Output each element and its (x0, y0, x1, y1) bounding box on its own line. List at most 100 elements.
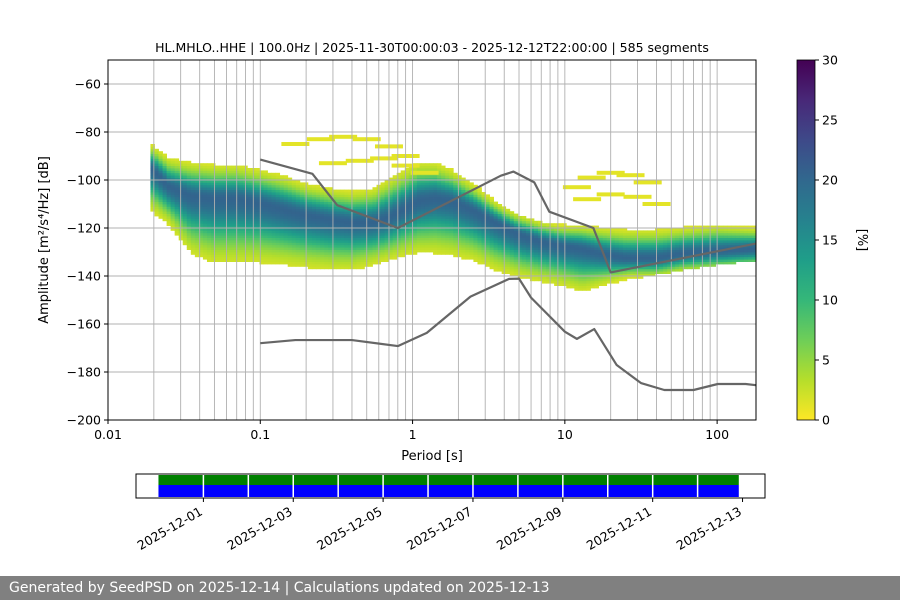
psd-cell (223, 254, 228, 258)
psd-cell (416, 199, 422, 202)
psd-cell (372, 256, 377, 260)
availability-tick-label: 2025-12-05 (314, 504, 384, 553)
psd-cell (247, 189, 252, 193)
psd-cell (538, 240, 543, 243)
psd-cell (570, 261, 575, 265)
psd-cell (299, 187, 305, 190)
psd-cell (505, 247, 511, 250)
psd-cell (529, 264, 535, 267)
psd-cell (445, 172, 450, 176)
psd-cell (166, 216, 172, 219)
psd-cell (578, 235, 583, 238)
psd-cell (299, 204, 305, 207)
psd-cell (190, 199, 196, 202)
psd-cell (683, 254, 688, 258)
psd-cell (711, 235, 717, 238)
psd-cell (586, 276, 591, 279)
psd-cell (340, 266, 345, 270)
psd-cell (388, 228, 394, 231)
psd-cell (396, 242, 402, 246)
psd-cell (614, 256, 620, 260)
psd-cell (675, 232, 680, 236)
psd-cell (437, 196, 442, 200)
psd-cell (295, 194, 301, 198)
psd-cell (453, 184, 458, 188)
psd-cell (469, 244, 474, 248)
psd-cell (404, 189, 410, 193)
psd-cell (614, 228, 620, 231)
psd-cell (307, 204, 313, 207)
psd-cell (206, 249, 212, 253)
psd-cell (594, 225, 599, 229)
psd-cell (263, 208, 268, 212)
psd-cell (198, 247, 204, 250)
psd-cell (412, 196, 418, 200)
psd-cell (283, 232, 289, 236)
psd-cell (279, 216, 285, 219)
psd-cell (433, 180, 438, 183)
psd-cell (493, 216, 499, 219)
psd-cell (275, 244, 281, 248)
psd-cell (311, 201, 317, 205)
psd-cell (275, 252, 281, 255)
psd-cell (550, 278, 555, 282)
psd-cell (521, 242, 527, 246)
psd-cell (198, 240, 204, 243)
psd-cell (215, 189, 220, 193)
psd-cell (622, 271, 628, 274)
psd-cell (239, 196, 244, 200)
psd-cell (663, 254, 668, 258)
psd-cell (259, 175, 264, 178)
psd-cell (368, 244, 373, 248)
psd-cell (449, 192, 454, 195)
psd-cell (683, 240, 688, 243)
psd-cell (550, 223, 555, 226)
psd-cell (711, 256, 717, 260)
psd-cell (332, 228, 337, 231)
psd-cell (517, 264, 523, 267)
psd-cell (453, 252, 458, 255)
psd-cell (453, 187, 458, 190)
psd-cell (614, 264, 620, 267)
psd-cell (384, 216, 390, 219)
psd-cell (356, 252, 361, 255)
psd-cell (424, 218, 430, 222)
psd-cell (186, 160, 192, 164)
psd-cell (469, 220, 474, 224)
psd-cell (158, 206, 163, 210)
psd-cell (231, 204, 236, 207)
psd-cell (497, 266, 503, 270)
psd-cell (703, 244, 708, 248)
psd-cell (307, 199, 313, 202)
psd-cell (259, 235, 264, 238)
psd-cell (663, 230, 668, 234)
psd-cell (453, 213, 458, 217)
psd-cell (626, 247, 632, 250)
psd-outlier (306, 137, 335, 142)
psd-cell (485, 213, 490, 217)
psd-cell (416, 189, 422, 193)
psd-cell (477, 242, 482, 246)
psd-cell (586, 235, 591, 238)
psd-cell (663, 256, 668, 260)
psd-cell (283, 187, 289, 190)
psd-cell (235, 172, 240, 176)
psd-cell (497, 249, 503, 253)
psd-cell (368, 204, 373, 207)
psd-cell (255, 196, 260, 200)
psd-cell (223, 216, 228, 219)
psd-cell (198, 232, 204, 236)
psd-cell (408, 242, 414, 246)
psd-cell (594, 249, 599, 253)
psd-cell (667, 247, 672, 250)
psd-cell (420, 194, 426, 198)
psd-cell (699, 254, 704, 258)
psd-cell (647, 230, 652, 234)
psd-cell (384, 182, 390, 186)
psd-cell (279, 218, 285, 222)
psd-cell (299, 184, 305, 188)
psd-cell (642, 230, 648, 234)
psd-cell (570, 280, 575, 284)
psd-cell (311, 187, 317, 190)
psd-cell (404, 235, 410, 238)
